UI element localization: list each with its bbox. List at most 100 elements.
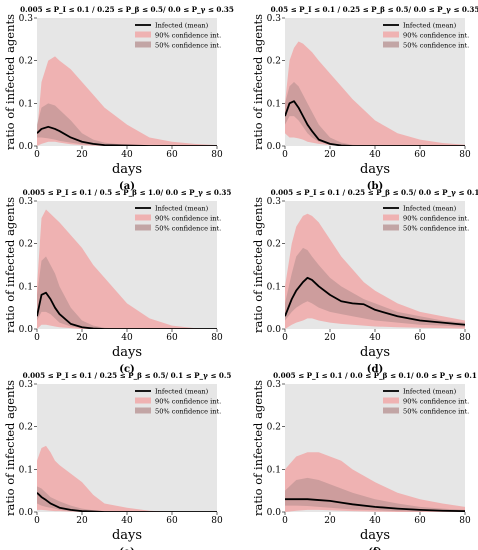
panel-title: 0.05 ≤ P_I ≤ 0.1 / 0.25 ≤ P_β ≤ 0.5/ 0.0… [271,5,478,14]
legend-label-mean: Infected (mean) [403,388,457,396]
ci90-band [285,41,465,146]
y-tick-label: 0.0 [19,508,34,518]
y-tick-label: 0.3 [19,380,34,390]
y-axis-label: ratio of infected agents [3,14,17,150]
y-tick-label: 0.0 [19,325,34,335]
panel-label: (f) [368,547,382,550]
panel-label: (d) [367,364,383,375]
x-tick-label: 80 [211,150,223,160]
x-tick-label: 0 [34,150,40,160]
legend-label-ci50: 50% confidence int. [403,225,469,233]
panel-f: 0.005 ≤ P_I ≤ 0.1 / 0.0 ≤ P_β ≤ 0.1/ 0.0… [251,371,477,550]
x-tick-label: 0 [282,333,288,343]
legend-swatch-ci50 [135,41,151,48]
legend-label-ci50: 50% confidence int. [403,408,469,416]
x-axis-label: days [112,162,142,177]
x-tick-label: 80 [211,516,223,526]
y-tick-label: 0.3 [19,197,34,207]
x-axis-label: days [360,345,390,360]
legend-swatch-ci90 [135,31,151,38]
x-tick-label: 40 [121,150,133,160]
y-tick-label: 0.2 [19,240,33,250]
legend-label-mean: Infected (mean) [155,22,209,30]
legend-label-mean: Infected (mean) [403,22,457,30]
legend-label-mean: Infected (mean) [155,388,209,396]
x-tick-label: 0 [282,150,288,160]
x-axis-label: days [112,345,142,360]
y-tick-label: 0.2 [267,57,281,67]
y-tick-label: 0.0 [267,508,282,518]
legend-swatch-ci90 [135,214,151,221]
plot-content [285,213,465,329]
y-tick-label: 0.2 [19,57,33,67]
legend-label-ci90: 90% confidence int. [155,215,221,223]
x-tick-label: 60 [414,150,426,160]
y-axis-label: ratio of infected agents [3,380,17,516]
x-tick-label: 20 [324,516,336,526]
y-axis-label: ratio of infected agents [3,197,17,333]
mean-line [37,492,217,512]
x-tick-label: 60 [166,516,178,526]
y-tick-label: 0.3 [267,380,282,390]
legend-label-ci90: 90% confidence int. [155,32,221,40]
ci50-band [285,477,465,512]
x-tick-label: 60 [414,333,426,343]
y-tick-label: 0.1 [267,99,281,109]
ci90-band [37,445,217,512]
y-tick-label: 0.2 [19,423,33,433]
ci90-band [37,209,217,329]
x-tick-label: 0 [282,516,288,526]
y-axis-label: ratio of infected agents [251,380,265,516]
panel-label: (c) [119,364,135,375]
mean-line [37,125,217,146]
x-tick-label: 80 [459,516,471,526]
plot-content [37,209,217,329]
panel-title: 0.005 ≤ P_I ≤ 0.1 / 0.25 ≤ P_β ≤ 0.5/ 0.… [20,5,234,14]
legend: Infected (mean) 90% confidence int. 50% co… [135,22,221,50]
legend-swatch-ci50 [383,224,399,231]
y-tick-label: 0.0 [267,325,282,335]
x-tick-label: 60 [414,516,426,526]
mean-line [285,498,465,512]
legend-label-ci90: 90% confidence int. [403,215,469,223]
panel-title: 0.005 ≤ P_I ≤ 0.1 / 0.25 ≤ P_β ≤ 0.5/ 0.… [23,371,232,380]
ci50-band [285,247,465,327]
legend-label-ci90: 90% confidence int. [403,32,469,40]
x-tick-label: 40 [369,516,381,526]
y-tick-label: 0.3 [19,14,34,24]
legend-label-ci90: 90% confidence int. [403,398,469,406]
mean-line [285,276,465,326]
x-tick-label: 60 [166,333,178,343]
legend-label-ci50: 50% confidence int. [155,408,221,416]
y-tick-label: 0.1 [267,282,281,292]
legend-label-ci50: 50% confidence int. [403,42,469,50]
x-tick-label: 20 [324,333,336,343]
x-tick-label: 20 [76,333,88,343]
plot-content [37,56,217,146]
x-tick-label: 80 [459,333,471,343]
x-tick-label: 80 [459,150,471,160]
y-tick-label: 0.1 [267,465,281,475]
x-axis-label: days [112,528,142,543]
panel-title: 0.005 ≤ P_I ≤ 0.1 / 0.5 ≤ P_β ≤ 1.0/ 0.0… [23,188,232,197]
panel-b: 0.05 ≤ P_I ≤ 0.1 / 0.25 ≤ P_β ≤ 0.5/ 0.0… [251,5,478,192]
panel-d: 0.005 ≤ P_I ≤ 0.1 / 0.25 ≤ P_β ≤ 0.5/ 0.… [251,188,478,375]
ci50-band [37,103,217,146]
y-tick-label: 0.1 [19,282,33,292]
y-tick-label: 0.1 [19,99,33,109]
legend: Infected (mean) 90% confidence int. 50% co… [383,22,469,50]
y-axis-label: ratio of infected agents [251,197,265,333]
legend: Infected (mean) 90% confidence int. 50% co… [383,205,469,233]
legend-label-ci90: 90% confidence int. [155,398,221,406]
x-tick-label: 20 [324,150,336,160]
legend-label-mean: Infected (mean) [155,205,209,213]
legend: Infected (mean) 90% confidence int. 50% co… [135,205,221,233]
y-tick-label: 0.2 [267,240,281,250]
x-tick-label: 80 [211,333,223,343]
panel-title: 0.005 ≤ P_I ≤ 0.1 / 0.25 ≤ P_β ≤ 0.5/ 0.… [271,188,478,197]
panel-c: 0.005 ≤ P_I ≤ 0.1 / 0.5 ≤ P_β ≤ 1.0/ 0.0… [3,188,231,375]
x-tick-label: 0 [34,516,40,526]
legend-swatch-ci90 [383,397,399,404]
legend-swatch-ci50 [135,224,151,231]
